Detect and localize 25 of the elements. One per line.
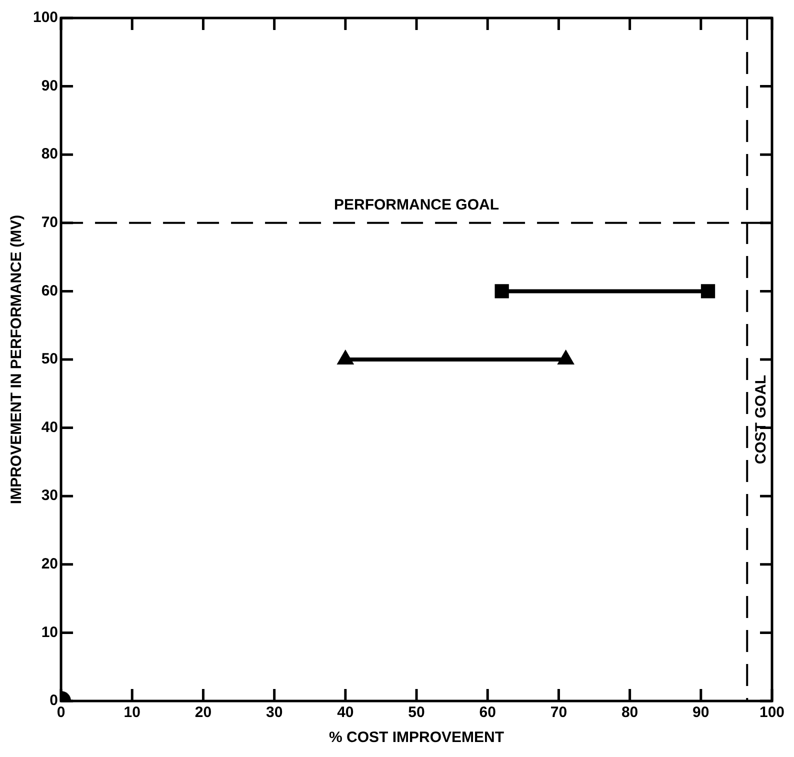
y-axis-title: IMPROVEMENT IN PERFORMANCE (MV) [8,214,26,504]
y-tick-label: 100 [32,9,58,26]
x-tick-label: 30 [266,704,283,722]
ref-line-label: PERFORMANCE GOAL [334,196,500,214]
y-tick-label: 70 [41,214,58,232]
y-tick-label: 60 [41,282,58,300]
y-tick-label: 10 [41,624,58,641]
y-tick-label: 90 [41,77,58,94]
ref-line-label: COST GOAL [752,374,770,464]
y-tick-label: 40 [41,418,58,436]
x-tick-label: 80 [621,704,638,722]
x-tick-label: 50 [408,704,425,722]
x-tick-label: 100 [759,704,785,722]
x-tick-label: 70 [550,704,568,722]
x-tick-label: 40 [337,704,354,722]
y-tick-label: 50 [41,350,58,368]
x-tick-label: 60 [479,704,496,722]
y-tick-label: 0 [50,692,58,710]
y-tick-label: 80 [41,146,58,163]
x-tick-label: 90 [692,704,710,722]
x-tick-label: 20 [194,704,212,722]
x-axis-title: % COST IMPROVEMENT [329,729,504,746]
y-tick-label: 20 [41,556,58,573]
x-tick-label: 10 [124,704,140,722]
y-tick-label: 30 [41,487,58,504]
